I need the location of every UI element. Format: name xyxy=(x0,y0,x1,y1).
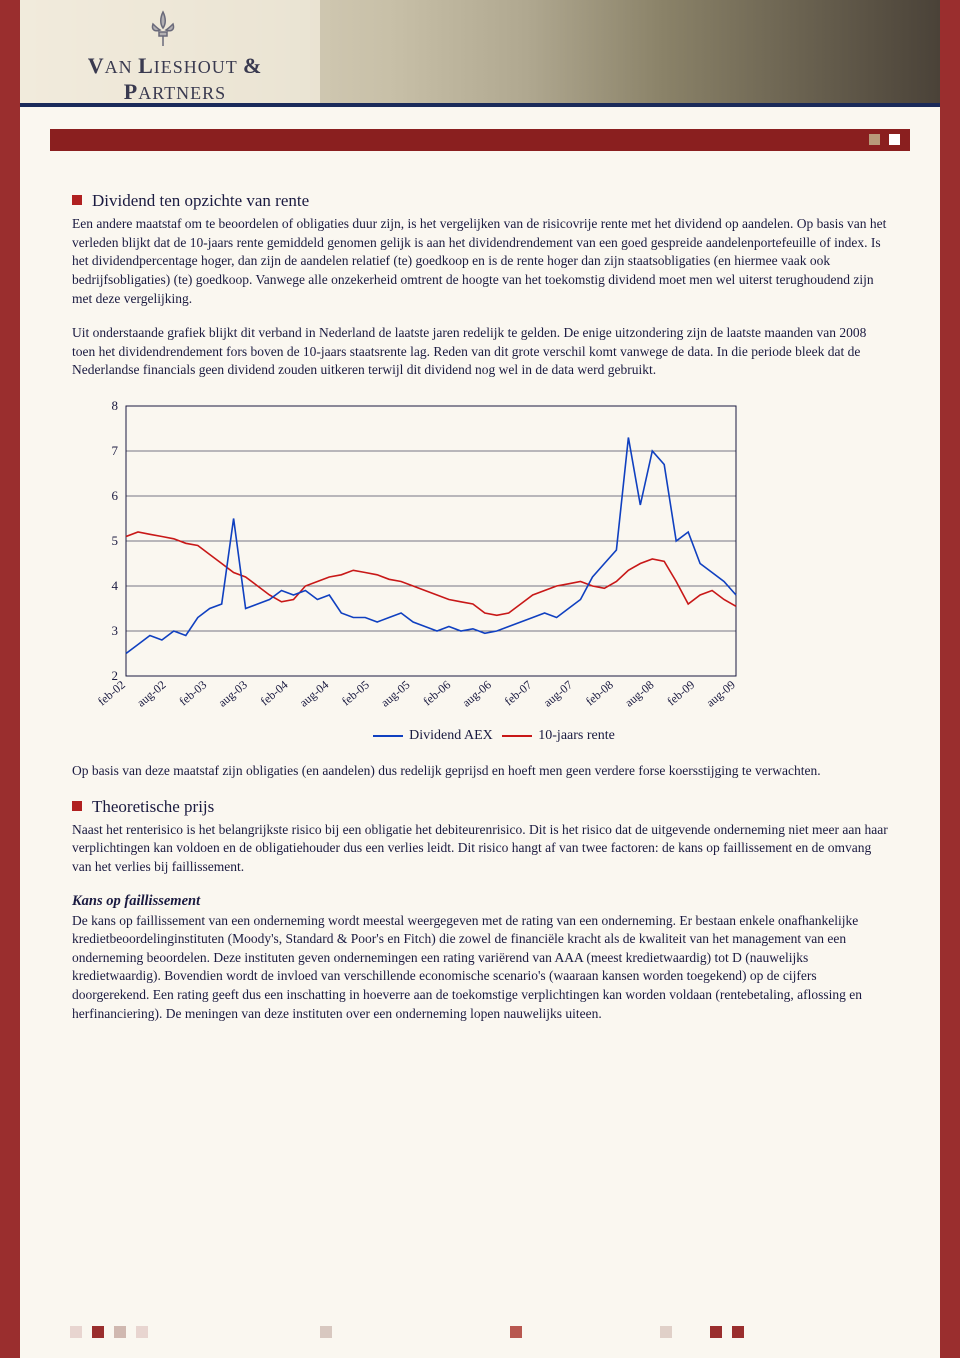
svg-text:6: 6 xyxy=(112,488,119,503)
legend-line-dividend xyxy=(373,735,403,737)
svg-text:8: 8 xyxy=(112,400,119,413)
section-title: Dividend ten opzichte van rente xyxy=(92,191,309,210)
svg-text:3: 3 xyxy=(112,623,119,638)
legend-line-rente xyxy=(502,735,532,737)
svg-text:aug-08: aug-08 xyxy=(622,678,657,710)
svg-text:feb-06: feb-06 xyxy=(420,678,453,709)
decor-square-icon xyxy=(889,134,900,145)
logo-block: VAN LIESHOUT & PARTNERS Vermogensbeheer xyxy=(20,0,320,103)
svg-text:aug-05: aug-05 xyxy=(378,678,413,710)
footer-square-icon xyxy=(114,1326,126,1338)
svg-text:aug-02: aug-02 xyxy=(134,678,169,710)
section-heading-theoretische: Theoretische prijs xyxy=(72,797,888,817)
svg-text:feb-03: feb-03 xyxy=(176,678,209,709)
red-band xyxy=(50,129,910,151)
body-text: Dividend ten opzichte van rente Een ande… xyxy=(50,191,910,1023)
svg-text:aug-03: aug-03 xyxy=(215,678,250,710)
svg-text:feb-07: feb-07 xyxy=(502,678,535,709)
legend-label: Dividend AEX xyxy=(409,728,493,743)
company-name: VAN LIESHOUT & PARTNERS xyxy=(50,53,300,103)
section-heading-dividend: Dividend ten opzichte van rente xyxy=(72,191,888,211)
chart-legend: Dividend AEX 10-jaars rente xyxy=(94,728,888,744)
paragraph: De kans op faillissement van een onderne… xyxy=(72,912,888,1024)
header-band: VAN LIESHOUT & PARTNERS Vermogensbeheer xyxy=(20,0,940,103)
chart-container: 2345678feb-02aug-02feb-03aug-03feb-04aug… xyxy=(94,400,888,744)
footer-square-icon xyxy=(732,1326,744,1338)
svg-text:feb-04: feb-04 xyxy=(258,678,291,709)
svg-text:aug-06: aug-06 xyxy=(459,678,494,710)
decor-square-icon xyxy=(869,134,880,145)
section-title: Theoretische prijs xyxy=(92,797,214,816)
footer-decor xyxy=(70,1326,890,1340)
svg-text:4: 4 xyxy=(112,578,119,593)
footer-square-icon xyxy=(710,1326,722,1338)
footer-square-icon xyxy=(136,1326,148,1338)
bullet-square-icon xyxy=(72,801,82,811)
footer-square-icon xyxy=(510,1326,522,1338)
bullet-square-icon xyxy=(72,195,82,205)
svg-text:5: 5 xyxy=(112,533,119,548)
fleur-de-lis-icon xyxy=(145,10,181,50)
svg-text:aug-04: aug-04 xyxy=(297,678,332,710)
page: VAN LIESHOUT & PARTNERS Vermogensbeheer … xyxy=(20,0,940,1358)
paragraph: Een andere maatstaf om te beoordelen of … xyxy=(72,215,888,308)
footer-square-icon xyxy=(92,1326,104,1338)
svg-text:feb-09: feb-09 xyxy=(664,678,697,709)
svg-text:aug-07: aug-07 xyxy=(541,678,576,710)
svg-text:feb-08: feb-08 xyxy=(583,678,616,709)
footer-square-icon xyxy=(320,1326,332,1338)
line-chart: 2345678feb-02aug-02feb-03aug-03feb-04aug… xyxy=(94,400,744,720)
paragraph: Uit onderstaande grafiek blijkt dit verb… xyxy=(72,324,888,380)
svg-text:7: 7 xyxy=(112,443,119,458)
footer-square-icon xyxy=(70,1326,82,1338)
legend-label: 10-jaars rente xyxy=(538,728,615,743)
svg-text:feb-05: feb-05 xyxy=(339,678,372,709)
sub-heading: Kans op faillissement xyxy=(72,893,888,910)
svg-text:aug-09: aug-09 xyxy=(703,678,738,710)
paragraph: Op basis van deze maatstaf zijn obligati… xyxy=(72,762,888,781)
footer-square-icon xyxy=(660,1326,672,1338)
paragraph: Naast het renterisico is het belangrijks… xyxy=(72,821,888,877)
content: Dividend ten opzichte van rente Een ande… xyxy=(20,107,940,1069)
